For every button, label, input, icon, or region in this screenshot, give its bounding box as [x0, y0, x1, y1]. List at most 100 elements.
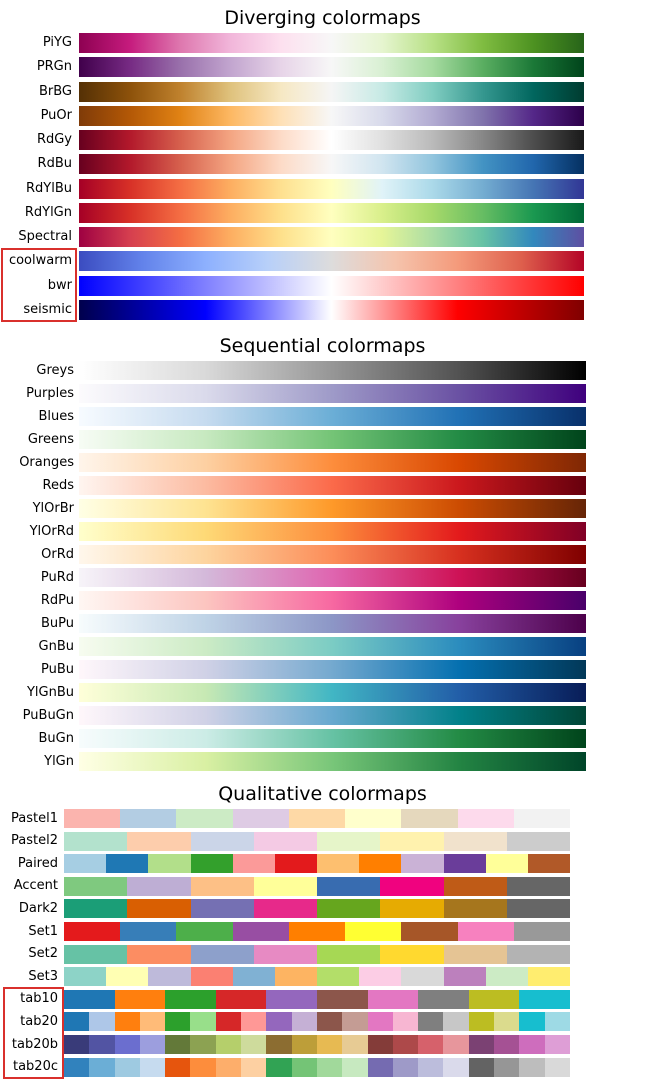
color-swatch — [291, 1035, 317, 1054]
color-swatch — [527, 854, 571, 874]
color-swatch — [274, 967, 318, 987]
colormap-label-spectral: Spectral — [18, 229, 72, 244]
color-swatch — [506, 876, 570, 896]
color-swatch — [253, 876, 317, 896]
color-swatch — [139, 1057, 166, 1077]
color-swatch — [392, 1057, 419, 1077]
color-swatch — [291, 1012, 317, 1032]
color-swatch — [418, 1012, 444, 1032]
color-swatch — [317, 876, 381, 896]
colormap-label-puor: PuOr — [40, 107, 72, 123]
color-swatch — [468, 1012, 495, 1032]
colormap-bar-rdylgn — [79, 202, 584, 223]
color-swatch — [190, 831, 254, 851]
color-swatch — [443, 1035, 469, 1054]
section-title-2: Qualitative colormaps — [218, 783, 427, 805]
color-swatch — [513, 922, 570, 941]
color-swatch — [494, 1012, 520, 1032]
color-swatch — [114, 1057, 140, 1077]
color-swatch — [367, 1035, 393, 1054]
color-swatch — [148, 854, 191, 874]
color-swatch — [443, 876, 507, 896]
colormap-label-ylgn: YlGn — [44, 753, 74, 769]
colormap-label-tab20b: tab20b — [11, 1036, 58, 1052]
color-swatch — [367, 989, 419, 1009]
color-swatch — [215, 989, 267, 1009]
color-swatch — [266, 1035, 292, 1054]
color-swatch — [139, 1012, 166, 1032]
colormap-bar-bupu — [79, 614, 586, 633]
color-swatch — [64, 922, 121, 941]
color-swatch — [114, 989, 166, 1009]
colormap-bar-pubu — [79, 660, 586, 679]
colormap-bar-tab20c — [64, 1057, 570, 1077]
color-swatch — [176, 922, 233, 941]
color-swatch — [443, 944, 507, 964]
colormap-bar-rdylbu — [79, 178, 584, 199]
color-swatch — [342, 1057, 368, 1077]
highlight-box — [1, 248, 77, 322]
colormap-bar-pastel1 — [64, 809, 570, 828]
color-swatch — [241, 1057, 267, 1077]
color-swatch — [127, 899, 191, 919]
colormap-label-pubu: PuBu — [40, 661, 74, 677]
color-swatch — [64, 989, 115, 1009]
colormap-bar-rdgy — [79, 130, 584, 150]
colormap-bar-pastel2 — [64, 831, 570, 851]
colormap-bar-purd — [79, 568, 586, 587]
section-title-1: Sequential colormaps — [219, 335, 426, 357]
color-swatch — [190, 876, 254, 896]
color-swatch — [253, 944, 317, 964]
colormap-label-bwr: bwr — [47, 277, 72, 293]
color-swatch — [468, 1035, 495, 1054]
colormap-label-reds: Reds — [42, 477, 74, 493]
color-swatch — [114, 1035, 140, 1054]
color-swatch — [443, 1012, 469, 1032]
colormap-label-greens: Greens — [27, 431, 74, 447]
colormap-bar-spectral — [79, 227, 584, 247]
color-swatch — [190, 899, 254, 919]
color-swatch — [485, 854, 528, 874]
colormap-bar-seismic — [79, 299, 584, 320]
color-swatch — [359, 854, 402, 874]
color-swatch — [288, 809, 346, 828]
color-swatch — [317, 944, 381, 964]
color-swatch — [544, 1035, 570, 1054]
colormap-label-set1: Set1 — [28, 923, 58, 939]
color-swatch — [367, 1012, 393, 1032]
color-swatch — [190, 1057, 216, 1077]
color-swatch — [215, 1035, 242, 1054]
colormap-bar-orrd — [79, 545, 586, 564]
color-swatch — [418, 1057, 444, 1077]
colormap-label-ylgnbu: YlGnBu — [26, 684, 74, 700]
colormap-label-blues: Blues — [38, 408, 74, 424]
colormap-label-orrd: OrRd — [41, 546, 74, 562]
colormap-label-prgn: PRGn — [36, 59, 72, 75]
color-swatch — [418, 1035, 444, 1054]
colormap-bar-ylorrd — [79, 522, 586, 541]
colormap-label-purd: PuRd — [40, 569, 74, 585]
color-swatch — [316, 1057, 343, 1077]
color-swatch — [342, 1035, 368, 1054]
color-swatch — [380, 944, 444, 964]
color-swatch — [64, 899, 128, 919]
color-swatch — [317, 831, 381, 851]
colormap-label-tab20c: tab20c — [12, 1059, 58, 1075]
color-swatch — [64, 1012, 90, 1032]
color-swatch — [148, 967, 191, 987]
colormap-bar-puor — [79, 105, 584, 126]
colormap-label-bugn: BuGn — [38, 730, 74, 746]
colormap-label-paired: Paired — [17, 855, 58, 871]
colormap-bar-set3 — [64, 967, 571, 987]
color-swatch — [288, 922, 346, 941]
color-swatch — [519, 1012, 545, 1032]
color-swatch — [64, 854, 107, 874]
color-swatch — [241, 1012, 267, 1032]
colormap-bar-dark2 — [64, 899, 570, 919]
color-swatch — [457, 809, 514, 828]
colormap-label-tab20: tab20 — [20, 1013, 58, 1029]
colormap-bar-ylgnbu — [79, 683, 586, 702]
color-swatch — [443, 899, 507, 919]
color-swatch — [106, 854, 149, 874]
color-swatch — [468, 989, 520, 1009]
